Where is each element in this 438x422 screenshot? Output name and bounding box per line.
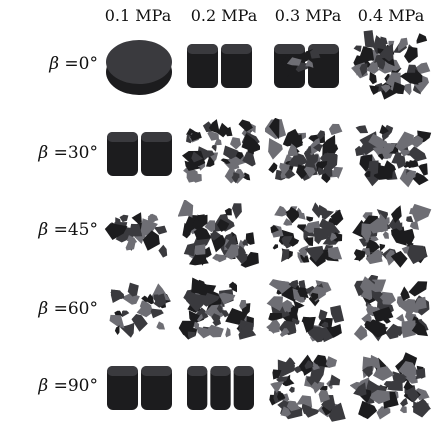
specimen-photo	[350, 352, 432, 422]
specimen-photo	[98, 200, 180, 270]
specimen-photo	[265, 200, 347, 270]
angle-value: =30°	[48, 143, 98, 163]
row-label-beta-45: β =45°	[18, 220, 98, 240]
column-header-3: 0.3 MPa	[274, 6, 342, 25]
specimen-photo	[98, 275, 180, 345]
row-label-beta-90: β =90°	[18, 376, 98, 396]
specimen-photo	[178, 275, 260, 345]
specimen-photo	[350, 118, 432, 188]
angle-value: =45°	[48, 220, 98, 240]
row-label-beta-30: β =30°	[18, 143, 98, 163]
column-header-4: 0.4 MPa	[357, 6, 425, 25]
specimen-photo	[265, 30, 347, 100]
specimen-photo	[98, 118, 180, 188]
column-header-1: 0.1 MPa	[104, 6, 172, 25]
specimen-photo	[98, 352, 180, 422]
row-label-beta-0: β =0°	[18, 54, 98, 74]
specimen-photo	[350, 200, 432, 270]
specimen-photo	[350, 275, 432, 345]
specimen-photo	[178, 200, 260, 270]
row-label-beta-60: β =60°	[18, 299, 98, 319]
specimen-photo	[178, 118, 260, 188]
column-header-2: 0.2 MPa	[190, 6, 258, 25]
specimen-photo	[178, 352, 260, 422]
beta-symbol: β	[38, 143, 49, 163]
angle-value: =90°	[48, 376, 98, 396]
specimen-photo	[265, 275, 347, 345]
beta-symbol: β	[38, 220, 49, 240]
angle-value: =60°	[48, 299, 98, 319]
specimen-photo	[265, 352, 347, 422]
specimen-photo	[98, 30, 180, 100]
beta-symbol: β	[38, 299, 49, 319]
beta-symbol: β	[49, 54, 60, 74]
angle-value: =0°	[59, 54, 98, 74]
specimen-photo	[178, 30, 260, 100]
specimen-photo	[350, 30, 432, 100]
specimen-photo	[265, 118, 347, 188]
beta-symbol: β	[38, 376, 49, 396]
